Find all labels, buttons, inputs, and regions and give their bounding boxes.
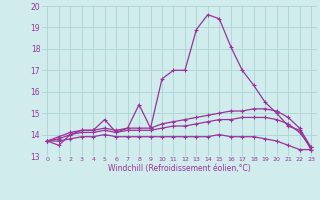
X-axis label: Windchill (Refroidissement éolien,°C): Windchill (Refroidissement éolien,°C) [108,164,251,173]
